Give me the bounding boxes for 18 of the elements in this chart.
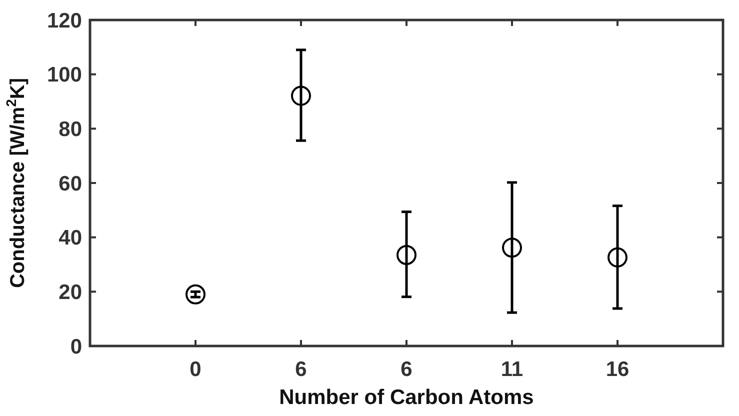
y-tick-label: 20 bbox=[58, 281, 82, 304]
y-tick-label: 120 bbox=[46, 9, 82, 32]
point bbox=[608, 247, 628, 268]
point bbox=[396, 244, 416, 265]
x-tick-label: 11 bbox=[500, 358, 524, 381]
point bbox=[186, 284, 206, 304]
x-tick-label: 0 bbox=[190, 358, 202, 381]
y-tick-label: 80 bbox=[58, 118, 82, 142]
y-tick-label: 0 bbox=[70, 335, 82, 358]
point bbox=[502, 238, 522, 258]
point bbox=[291, 86, 311, 106]
y-tick-label: 100 bbox=[46, 64, 82, 87]
x-tick-label: 6 bbox=[295, 358, 307, 381]
x-tick-label: 16 bbox=[606, 358, 630, 381]
x-axis-title: Number of Carbon Atoms bbox=[279, 386, 534, 409]
y-tick-label: 40 bbox=[58, 226, 82, 250]
y-tick-label: 60 bbox=[58, 172, 82, 196]
x-tick-label: 6 bbox=[400, 358, 412, 381]
